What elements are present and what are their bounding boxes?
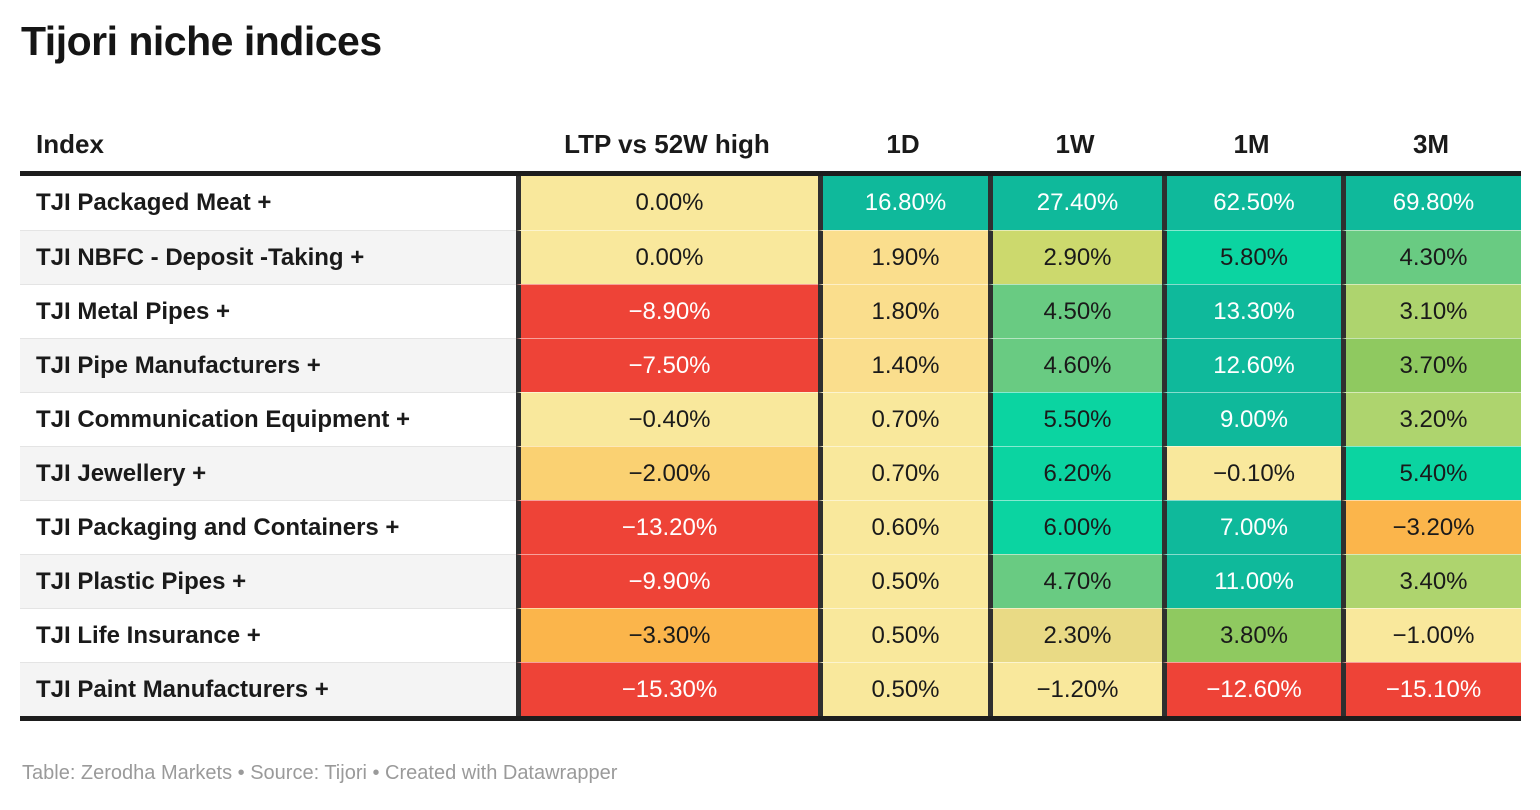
heatmap-cell: 3.20% <box>1341 392 1521 446</box>
heatmap-cell: 62.50% <box>1162 176 1341 230</box>
heatmap-cell: −0.40% <box>516 392 818 446</box>
column-header-ltp-vs-52w-high: LTP vs 52W high <box>564 129 770 159</box>
heatmap-cell: −3.30% <box>516 608 818 662</box>
table-body: TJI Packaged Meat +0.00% 16.80% 27.40% 62.5… <box>20 176 1521 716</box>
index-name-cell[interactable]: TJI NBFC - Deposit -Taking + <box>20 230 516 284</box>
index-name-cell[interactable]: TJI Metal Pipes + <box>20 284 516 338</box>
heatmap-cell: 5.80% <box>1162 230 1341 284</box>
heatmap-cell: −0.10% <box>1162 446 1341 500</box>
heatmap-cell: 3.80% <box>1162 608 1341 662</box>
heatmap-cell: −9.90% <box>516 554 818 608</box>
table-row-tji-metal-pipes: TJI Metal Pipes + −8.90% 1.80% 4.50% 13.30% 3… <box>20 284 1521 338</box>
heatmap-cell: 1.40% <box>818 338 988 392</box>
heatmap-cell: −15.30% <box>516 662 818 716</box>
heatmap-cell: 0.50% <box>818 608 988 662</box>
bottom-divider <box>20 716 1521 721</box>
heatmap-cell: 0.50% <box>818 662 988 716</box>
table-row-tji-life-insurance: TJI Life Insurance + −3.30% 0.50% 2.30% 3.80… <box>20 608 1521 662</box>
heatmap-cell: −12.60% <box>1162 662 1341 716</box>
heatmap-cell: 11.00% <box>1162 554 1341 608</box>
heatmap-cell: 4.30% <box>1341 230 1521 284</box>
heatmap-cell: 9.00% <box>1162 392 1341 446</box>
heatmap-cell: −15.10% <box>1341 662 1521 716</box>
column-header-index: Index <box>36 129 104 159</box>
heatmap-cell: 1.80% <box>818 284 988 338</box>
index-name-cell[interactable]: TJI Communication Equipment + <box>20 392 516 446</box>
heatmap-cell: 3.40% <box>1341 554 1521 608</box>
heatmap-cell: 27.40% <box>988 176 1162 230</box>
heatmap-cell: −1.00% <box>1341 608 1521 662</box>
table-row-tji-plastic-pipes: TJI Plastic Pipes + −9.90% 0.50% 4.70% 11.00… <box>20 554 1521 608</box>
column-header-3m: 3M <box>1412 129 1450 159</box>
heatmap-cell: 5.50% <box>988 392 1162 446</box>
index-name-cell[interactable]: TJI Paint Manufacturers + <box>20 662 516 716</box>
heatmap-cell: 69.80% <box>1341 176 1521 230</box>
heatmap-cell: 12.60% <box>1162 338 1341 392</box>
column-header-1d: 1D <box>886 129 920 159</box>
heatmap-cell: 7.00% <box>1162 500 1341 554</box>
chart-title: Tijori niche indices <box>21 18 382 64</box>
heatmap-cell: 1.90% <box>818 230 988 284</box>
heatmap-cell: 0.70% <box>818 446 988 500</box>
table-row-tji-jewellery: TJI Jewellery + −2.00% 0.70% 6.20% −0.10% 5.4… <box>20 446 1521 500</box>
heatmap-cell: 6.20% <box>988 446 1162 500</box>
table-row-tji-paint-manufacturers: TJI Paint Manufacturers + −15.30% 0.50% −1.… <box>20 662 1521 716</box>
column-header-1w: 1W <box>1055 129 1095 159</box>
table-row-tji-packaging-and-containers: TJI Packaging and Containers + −13.20% 0.6… <box>20 500 1521 554</box>
heatmap-cell: 0.70% <box>818 392 988 446</box>
table-row-tji-nbfc-deposit-taking: TJI NBFC - Deposit -Taking +0.00% 1.90% 2.… <box>20 230 1521 284</box>
heatmap-cell: 2.30% <box>988 608 1162 662</box>
table-row-tji-packaged-meat: TJI Packaged Meat +0.00% 16.80% 27.40% 62.5… <box>20 176 1521 230</box>
heatmap-cell: 0.00% <box>516 176 818 230</box>
heatmap-cell: 2.90% <box>988 230 1162 284</box>
heatmap-cell: 0.50% <box>818 554 988 608</box>
index-name-cell[interactable]: TJI Packaging and Containers + <box>20 500 516 554</box>
heatmap-cell: 0.60% <box>818 500 988 554</box>
heatmap-cell: 3.10% <box>1341 284 1521 338</box>
index-name-cell[interactable]: TJI Packaged Meat + <box>20 176 516 230</box>
heatmap-cell: 4.50% <box>988 284 1162 338</box>
index-name-cell[interactable]: TJI Life Insurance + <box>20 608 516 662</box>
table-row-tji-pipe-manufacturers: TJI Pipe Manufacturers + −7.50% 1.40% 4.60%… <box>20 338 1521 392</box>
heatmap-cell: −1.20% <box>988 662 1162 716</box>
header-divider <box>20 171 1521 176</box>
column-header-1m: 1M <box>1233 129 1270 159</box>
heatmap-cell: 16.80% <box>818 176 988 230</box>
heatmap-cell: −13.20% <box>516 500 818 554</box>
index-name-cell[interactable]: TJI Pipe Manufacturers + <box>20 338 516 392</box>
footer-attribution: Table: Zerodha Markets • Source: Tijori … <box>22 762 618 784</box>
heatmap-cell: −8.90% <box>516 284 818 338</box>
index-name-cell[interactable]: TJI Jewellery + <box>20 446 516 500</box>
table-row-tji-communication-equipment: TJI Communication Equipment + −0.40% 0.70%… <box>20 392 1521 446</box>
heatmap-cell: 4.70% <box>988 554 1162 608</box>
heatmap-cell: −3.20% <box>1341 500 1521 554</box>
heatmap-cell: 4.60% <box>988 338 1162 392</box>
heatmap-cell: 0.00% <box>516 230 818 284</box>
index-name-cell[interactable]: TJI Plastic Pipes + <box>20 554 516 608</box>
table-header-row: Index LTP vs 52W high 1D 1W 1M 3M <box>20 118 1521 171</box>
heatmap-cell: 3.70% <box>1341 338 1521 392</box>
heatmap-cell: −2.00% <box>516 446 818 500</box>
heatmap-cell: 6.00% <box>988 500 1162 554</box>
heatmap-cell: 5.40% <box>1341 446 1521 500</box>
heatmap-cell: −7.50% <box>516 338 818 392</box>
heatmap-table: Index LTP vs 52W high 1D 1W 1M 3M TJI Package… <box>20 118 1521 721</box>
heatmap-cell: 13.30% <box>1162 284 1341 338</box>
